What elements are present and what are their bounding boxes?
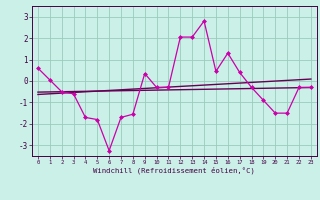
X-axis label: Windchill (Refroidissement éolien,°C): Windchill (Refroidissement éolien,°C): [93, 167, 255, 174]
